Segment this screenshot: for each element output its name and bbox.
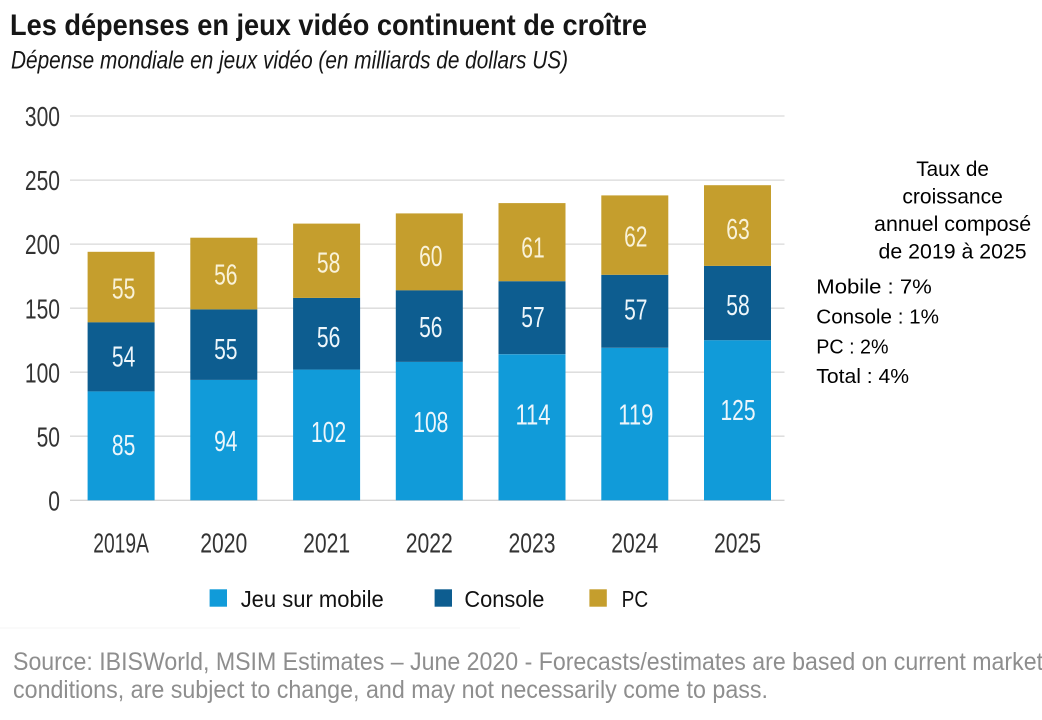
svg-text:conditions, are subject to cha: conditions, are subject to change, and m… [13,676,768,704]
svg-text:annuel composé: annuel composé [874,212,1031,236]
svg-text:55: 55 [214,334,237,366]
svg-text:Jeu sur mobile: Jeu sur mobile [241,586,384,612]
svg-text:150: 150 [25,293,60,324]
svg-text:Taux de: Taux de [916,157,989,181]
svg-text:56: 56 [214,260,237,292]
svg-text:108: 108 [413,407,448,439]
svg-text:Console: Console [464,586,544,612]
svg-text:250: 250 [25,165,60,196]
svg-text:2023: 2023 [509,527,556,558]
svg-text:2022: 2022 [406,527,453,558]
svg-text:0: 0 [48,485,60,516]
svg-text:63: 63 [726,214,749,246]
svg-text:61: 61 [521,233,544,265]
svg-text:60: 60 [419,241,442,273]
svg-text:Source: IBISWorld, MSIM Estima: Source: IBISWorld, MSIM Estimates – June… [13,648,1042,676]
svg-text:58: 58 [317,248,340,280]
svg-text:croissance: croissance [902,185,1002,209]
svg-text:Mobile : 7%: Mobile : 7% [816,277,932,299]
svg-text:Console : 1%: Console : 1% [816,307,939,329]
svg-text:300: 300 [25,101,60,132]
svg-text:85: 85 [112,430,135,462]
svg-text:125: 125 [720,395,755,427]
svg-text:54: 54 [112,341,136,373]
svg-text:PC : 2%: PC : 2% [816,336,888,358]
svg-text:58: 58 [726,290,749,322]
svg-text:114: 114 [515,400,550,432]
svg-text:55: 55 [112,274,135,306]
svg-text:PC: PC [622,586,649,612]
svg-text:Les dépenses en jeux vidéo con: Les dépenses en jeux vidéo continuent de… [10,9,647,42]
svg-text:56: 56 [317,322,340,354]
svg-text:102: 102 [311,417,346,449]
svg-text:2024: 2024 [611,527,658,558]
svg-text:2021: 2021 [303,527,350,558]
svg-text:57: 57 [521,302,544,334]
svg-text:62: 62 [624,222,647,254]
svg-text:57: 57 [624,295,647,327]
svg-text:50: 50 [37,421,60,452]
svg-text:56: 56 [419,312,442,344]
svg-text:Dépense mondiale en jeux vidéo: Dépense mondiale en jeux vidéo (en milli… [11,47,568,75]
svg-text:100: 100 [25,357,60,388]
svg-text:2019A: 2019A [93,527,149,558]
svg-text:2020: 2020 [200,527,247,558]
svg-text:200: 200 [25,229,60,260]
svg-text:119: 119 [618,399,653,431]
svg-text:94: 94 [214,426,238,458]
svg-text:2025: 2025 [714,527,761,558]
svg-text:de 2019 à 2025: de 2019 à 2025 [879,240,1027,264]
svg-text:Total : 4%: Total : 4% [816,366,909,388]
